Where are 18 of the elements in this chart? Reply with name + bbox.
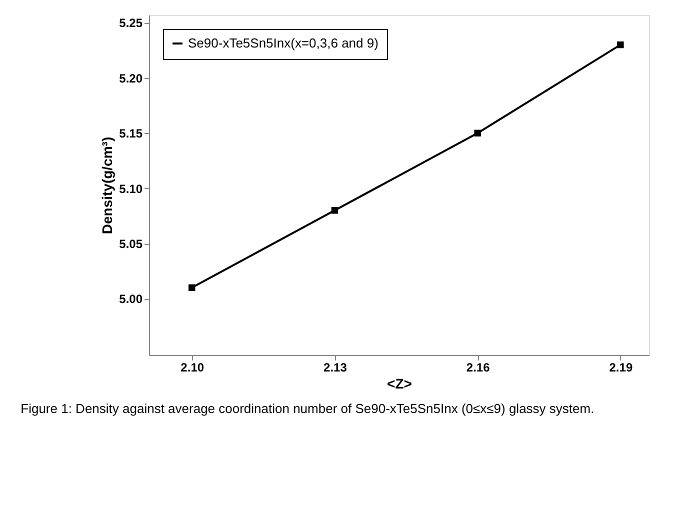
y-tick-label: 5.05 <box>119 237 143 252</box>
y-axis-title: Density(g/cm³) <box>99 136 116 234</box>
y-tick-label: 5.20 <box>119 71 143 86</box>
point <box>617 41 624 48</box>
x-tick-label: 2.10 <box>180 360 204 374</box>
y-tick-label: 5.00 <box>119 292 143 306</box>
y-tick-label: 5.25 <box>119 16 143 30</box>
y-tick-label: 5.10 <box>119 182 143 196</box>
point <box>331 207 338 214</box>
y-tick-label: 5.15 <box>119 126 143 141</box>
point <box>474 130 481 136</box>
x-tick-label: 2.13 <box>324 360 348 374</box>
x-tick-label: 2.19 <box>609 360 633 374</box>
x-axis-title: <Z> <box>387 376 412 392</box>
legend-label: Se90-xTe5Sn5Inx(x=0,3,6 and 9) <box>188 36 378 50</box>
x-tick-label: 2.16 <box>466 360 490 374</box>
caption: Figure 1: Density against average coordination number of Se90-xTe5Sn5Inx (0≤x≤9) glassy system. <box>20 401 594 416</box>
point <box>188 284 196 292</box>
